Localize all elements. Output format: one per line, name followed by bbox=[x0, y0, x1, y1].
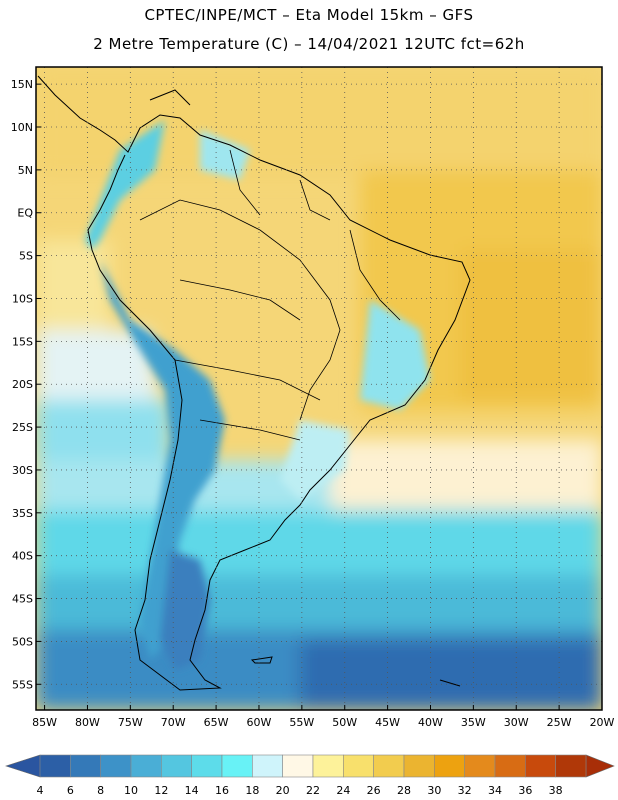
colorbar-label: 14 bbox=[185, 784, 199, 797]
colorbar-swatch bbox=[252, 754, 283, 778]
temperature-field bbox=[36, 67, 602, 710]
lon-tick-label: 45W bbox=[375, 716, 400, 729]
coastline bbox=[37, 75, 471, 691]
lat-tick-label: EQ bbox=[17, 207, 33, 220]
map-title: CPTEC/INPE/MCT – Eta Model 15km – GFS bbox=[144, 6, 474, 24]
colorbar-swatch bbox=[555, 754, 587, 778]
lon-tick-label: 30W bbox=[504, 716, 529, 729]
colorbar-label: 10 bbox=[124, 784, 138, 797]
lon-tick-label: 25W bbox=[547, 716, 572, 729]
colorbar-swatch bbox=[464, 754, 496, 778]
map-subtitle: 2 Metre Temperature (C) – 14/04/2021 12U… bbox=[93, 35, 525, 53]
colorbar-swatch bbox=[343, 754, 374, 778]
lat-tick-label: 5S bbox=[19, 250, 33, 263]
lat-tick-label: 40S bbox=[12, 550, 33, 563]
colorbar-label: 30 bbox=[427, 784, 441, 797]
colorbar-label: 8 bbox=[97, 784, 104, 797]
lon-tick-label: 60W bbox=[247, 716, 272, 729]
colorbar-label: 38 bbox=[549, 784, 563, 797]
lat-tick-label: 25S bbox=[12, 421, 33, 434]
colorbar-left-arrow bbox=[5, 754, 41, 778]
colorbar-label: 34 bbox=[488, 784, 502, 797]
colorbar-swatch bbox=[373, 754, 405, 778]
lat-tick-label: 10S bbox=[12, 292, 33, 305]
colorbar-swatch bbox=[403, 754, 435, 778]
colorbar-swatch bbox=[191, 754, 223, 778]
lat-tick-label: 20S bbox=[12, 378, 33, 391]
lon-tick-label: 55W bbox=[289, 716, 314, 729]
colorbar-swatch bbox=[161, 754, 192, 778]
graticule bbox=[36, 67, 602, 710]
colorbar-right-arrow bbox=[585, 754, 615, 778]
lat-tick-label: 35S bbox=[12, 507, 33, 520]
colorbar-swatch bbox=[221, 754, 253, 778]
colorbar-swatch bbox=[282, 754, 314, 778]
map-frame bbox=[35, 66, 603, 711]
colorbar-swatch bbox=[525, 754, 556, 778]
colorbar-swatch bbox=[100, 754, 132, 778]
colorbar-swatch bbox=[494, 754, 526, 778]
lon-tick-label: 85W bbox=[32, 716, 57, 729]
colorbar-label: 26 bbox=[367, 784, 381, 797]
colorbar-label: 24 bbox=[336, 784, 350, 797]
lon-tick-label: 40W bbox=[418, 716, 443, 729]
lat-tick-label: 45S bbox=[12, 593, 33, 606]
lon-tick-label: 20W bbox=[590, 716, 615, 729]
lon-tick-label: 80W bbox=[75, 716, 100, 729]
colorbar-label: 22 bbox=[306, 784, 320, 797]
colorbar-label: 4 bbox=[37, 784, 44, 797]
colorbar-label: 20 bbox=[276, 784, 290, 797]
colorbar-label: 6 bbox=[67, 784, 74, 797]
lon-tick-label: 35W bbox=[461, 716, 486, 729]
lat-tick-label: 10N bbox=[11, 121, 33, 134]
lon-tick-label: 65W bbox=[204, 716, 229, 729]
colorbar-label: 12 bbox=[154, 784, 168, 797]
lon-tick-label: 70W bbox=[161, 716, 186, 729]
longitude-labels: 85W 80W 75W 70W 65W 60W 55W 50W 45W 40W 35W 30W 25W 2… bbox=[32, 705, 615, 729]
lat-tick-label: 15S bbox=[12, 335, 33, 348]
lat-tick-label: 30S bbox=[12, 464, 33, 477]
colorbar-label: 18 bbox=[245, 784, 259, 797]
colorbar-swatch bbox=[434, 754, 465, 778]
colorbar-label: 36 bbox=[518, 784, 532, 797]
colorbar-label: 28 bbox=[397, 784, 411, 797]
colorbar-swatch bbox=[312, 754, 344, 778]
lon-tick-label: 50W bbox=[332, 716, 357, 729]
lat-tick-label: 5N bbox=[18, 164, 33, 177]
colorbar-swatch bbox=[39, 754, 71, 778]
colorbar-swatch bbox=[70, 754, 101, 778]
lat-tick-label: 50S bbox=[12, 635, 33, 648]
colorbar-label: 32 bbox=[458, 784, 472, 797]
colorbar-label: 16 bbox=[215, 784, 229, 797]
latitude-labels: 15N 10N 5N EQ 5S 10S 15S 20S 25S 30S 35S 40S 45S 50S 5… bbox=[11, 78, 41, 691]
lon-tick-label: 75W bbox=[118, 716, 143, 729]
lat-tick-label: 15N bbox=[11, 78, 33, 91]
country-borders bbox=[139, 149, 401, 441]
colorbar: 4 6 8 10 12 14 16 18 20 22 24 26 28 30 32 34 36 38 bbox=[5, 754, 615, 797]
colorbar-swatch bbox=[130, 754, 162, 778]
lat-tick-label: 55S bbox=[12, 678, 33, 691]
